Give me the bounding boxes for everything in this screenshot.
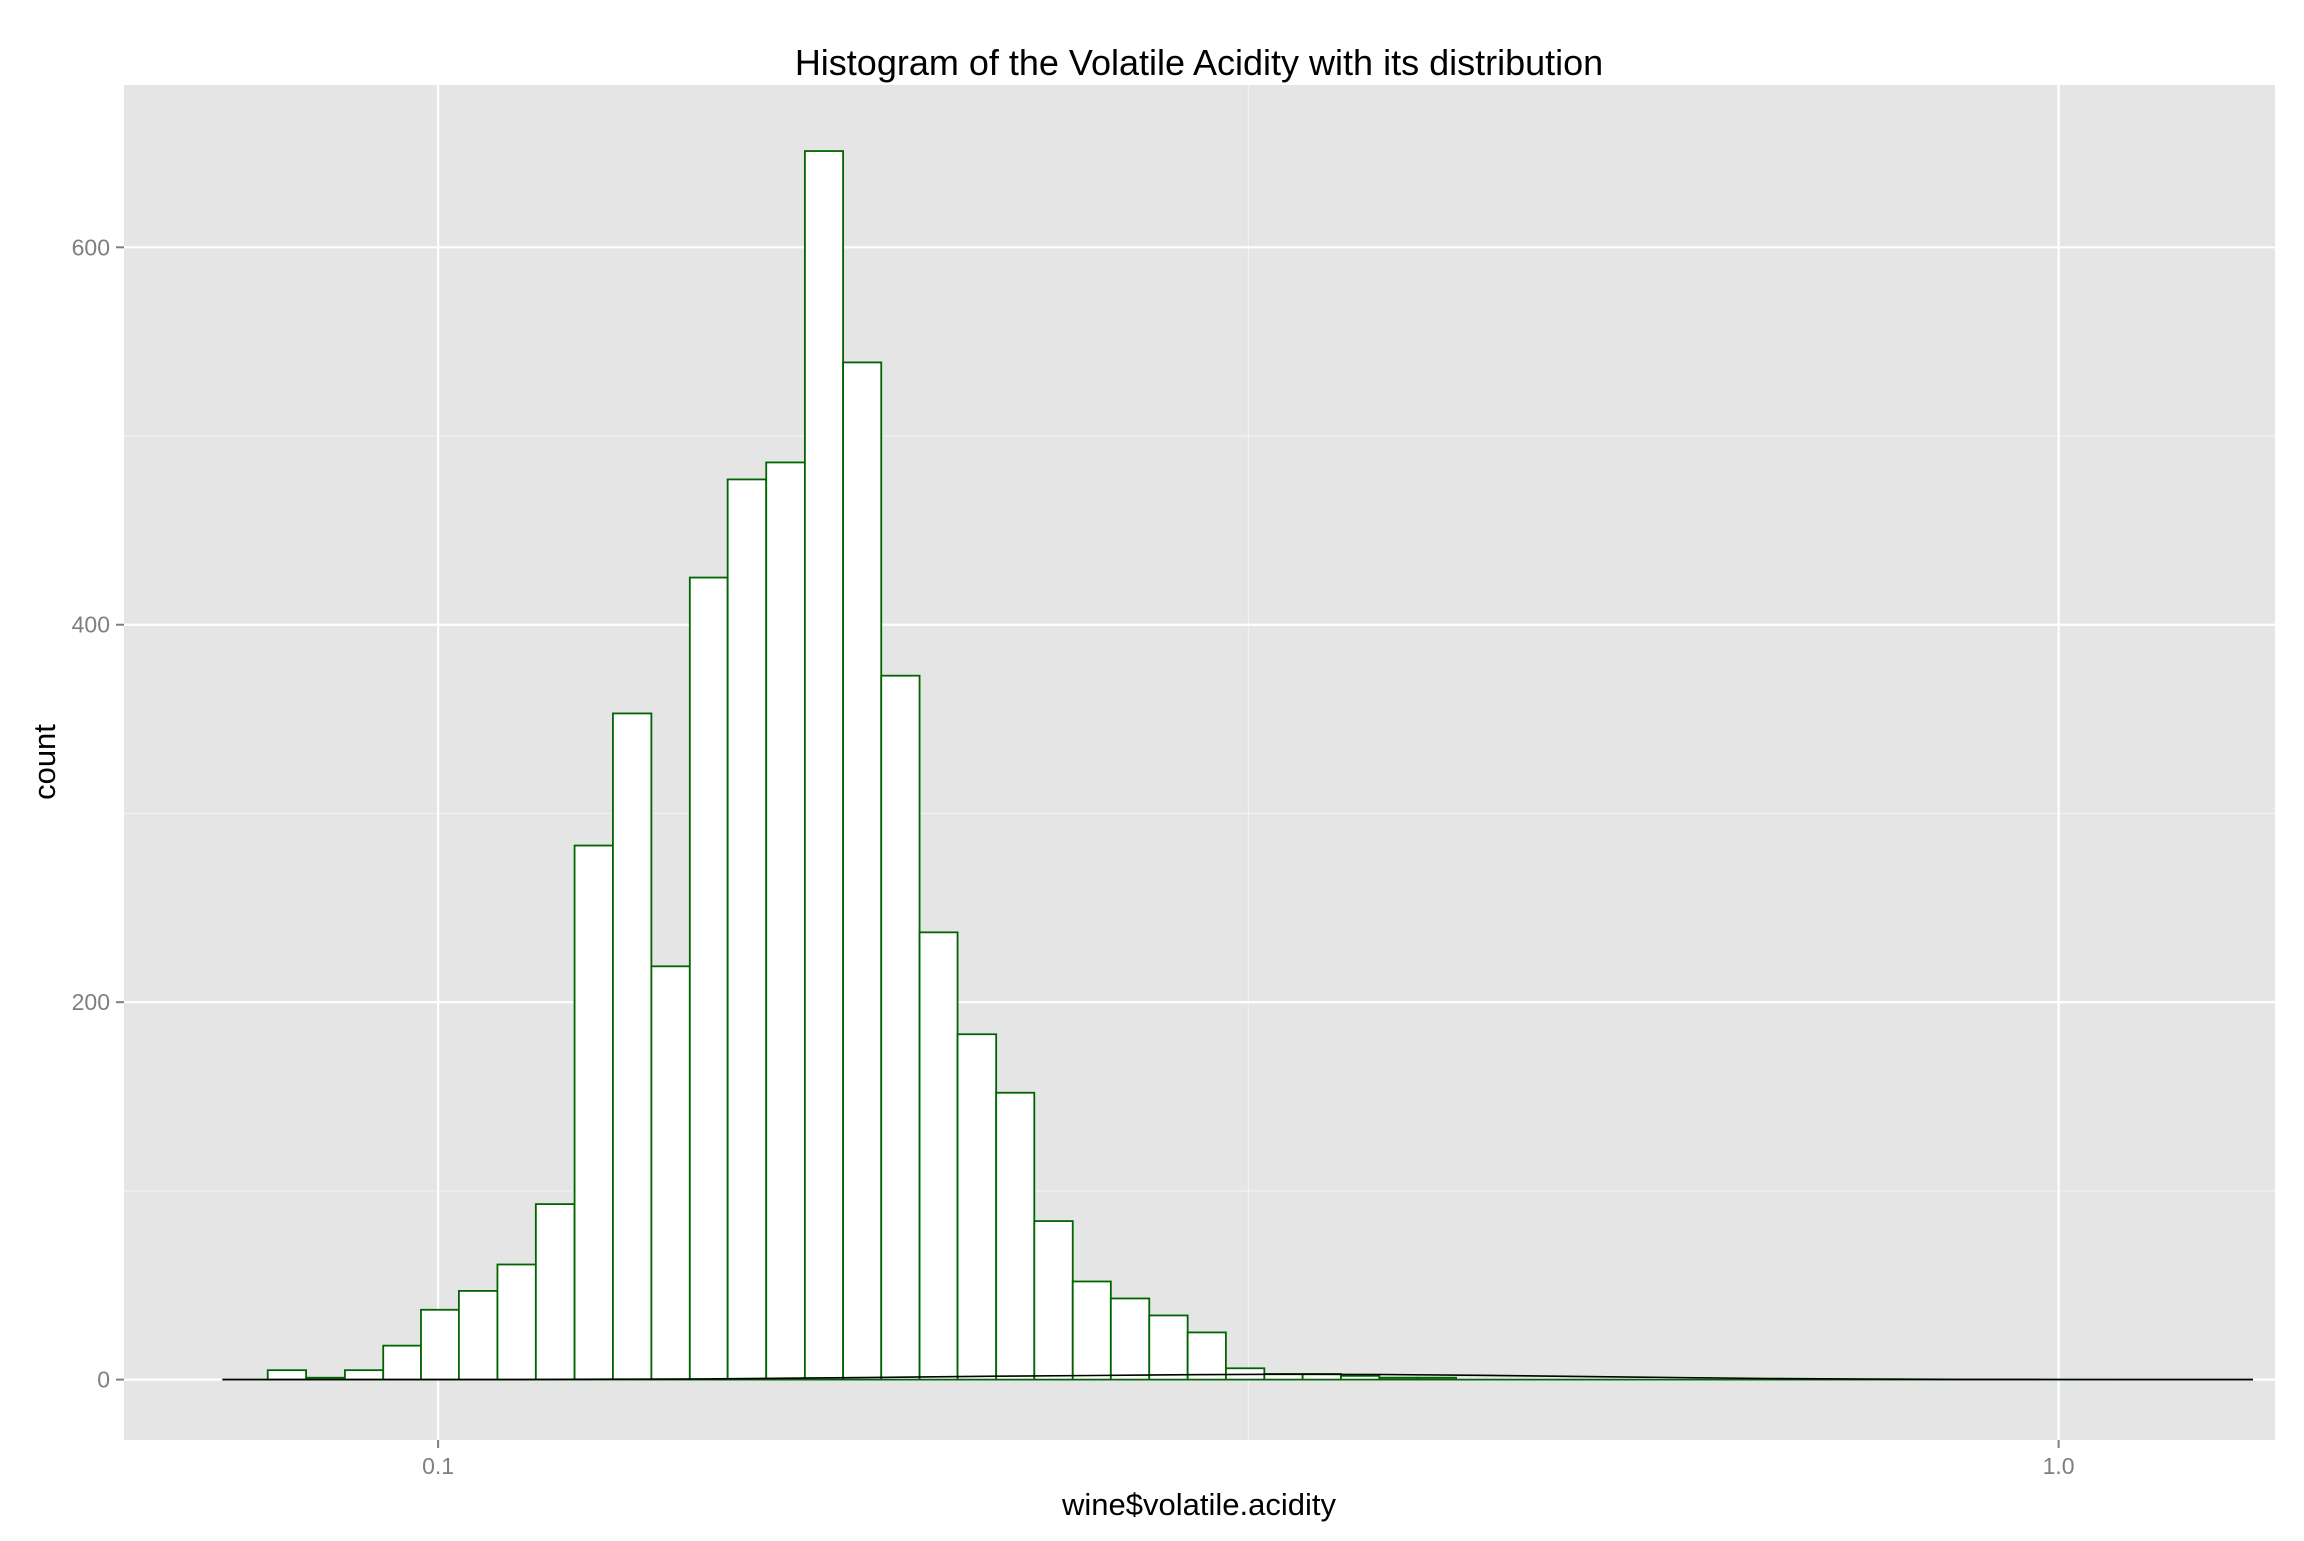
y-tick-label: 0: [97, 1367, 110, 1393]
y-axis-ticks: 0 200 400 600: [72, 234, 124, 1393]
histogram-bar: [420, 1308, 460, 1381]
histogram-bar: [726, 478, 768, 1381]
histogram-bar: [344, 1369, 385, 1381]
histogram-bar: [918, 931, 959, 1381]
histogram-bar: [956, 1033, 998, 1381]
density-overlay: [222, 1373, 2253, 1381]
histogram-bar: [880, 674, 921, 1381]
histogram-bar: [1378, 1376, 1419, 1381]
histogram-bar: [382, 1344, 422, 1381]
histogram-bar: [765, 461, 806, 1381]
histogram-bar: [842, 361, 883, 1381]
histogram-bar: [1071, 1280, 1112, 1381]
histogram-bar: [534, 1203, 576, 1381]
histogram-bar: [1186, 1331, 1227, 1381]
histogram-bar: [266, 1369, 308, 1381]
x-tick-label: 1.0: [2043, 1453, 2075, 1479]
x-tick-label: 0.1: [422, 1453, 454, 1479]
histogram-bar: [995, 1091, 1036, 1381]
histogram-bars: [222, 150, 2253, 1381]
histogram-bar: [457, 1290, 499, 1381]
plot-panel: [124, 85, 2275, 1440]
y-tick-label: 600: [72, 234, 110, 260]
x-axis-ticks: 0.1 1.0: [422, 1440, 2075, 1479]
density-line: [222, 1373, 2253, 1381]
histogram-bar: [688, 576, 729, 1381]
histogram-bar: [496, 1263, 537, 1381]
histogram-bar: [573, 844, 614, 1381]
histogram-bar: [1340, 1374, 1381, 1381]
chart-title: Histogram of the Volatile Acidity with i…: [795, 42, 1603, 83]
histogram-bar: [803, 150, 845, 1381]
histogram-bar: [1148, 1314, 1189, 1381]
y-tick-label: 400: [72, 612, 110, 638]
x-axis-title: wine$volatile.acidity: [1061, 1487, 1336, 1522]
minor-gridlines: [124, 85, 2275, 1440]
histogram-bar: [1416, 1376, 1457, 1381]
y-tick-label: 200: [72, 989, 110, 1015]
histogram-bar: [650, 965, 691, 1381]
y-axis-title: count: [27, 724, 62, 800]
histogram-bar: [612, 712, 653, 1381]
histogram-bar: [1033, 1220, 1074, 1381]
histogram-bar: [1109, 1297, 1151, 1381]
